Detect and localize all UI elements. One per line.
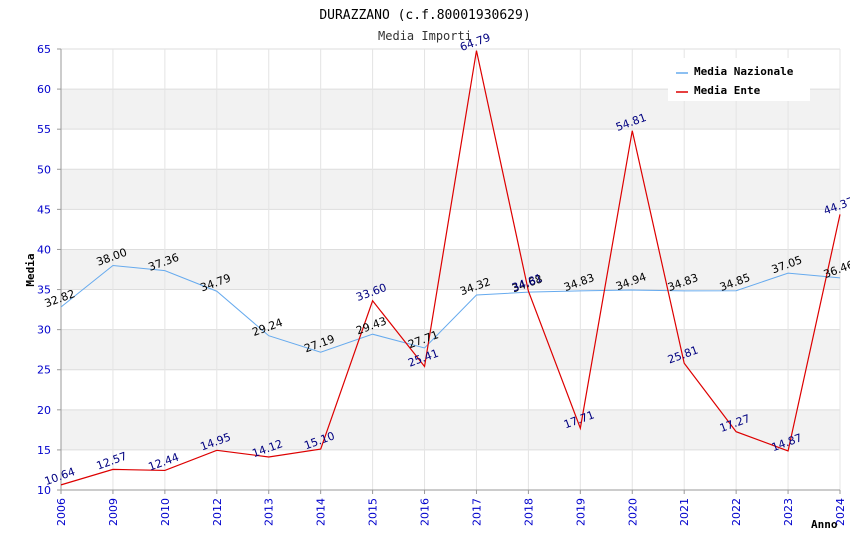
y-tick-label: 35: [37, 284, 51, 297]
x-tick-label: 2015: [367, 498, 380, 526]
y-tick-label: 20: [37, 404, 51, 417]
x-tick-label: 2013: [263, 498, 276, 526]
x-tick-label: 2012: [211, 498, 224, 526]
x-tick-label: 2017: [470, 498, 483, 526]
y-tick-label: 55: [37, 123, 51, 136]
y-tick-label: 65: [37, 43, 51, 56]
y-axis-ticks: 10 15 20 25 30 35 40 45 50 55 60 65: [37, 43, 61, 497]
series-line-media-nazionale: [60, 264, 841, 353]
x-tick-label: 2021: [678, 498, 691, 526]
data-label-media-ente: 10.64: [43, 465, 77, 488]
y-tick-label: 40: [37, 243, 51, 256]
legend-entry-media-ente: Media Ente: [694, 84, 761, 97]
series-lines: [60, 50, 841, 486]
y-tick-label: 60: [37, 83, 51, 96]
y-tick-label: 10: [37, 484, 51, 497]
y-axis-label: Media: [24, 253, 37, 286]
x-tick-label: 2024: [834, 498, 847, 526]
legend-box: [668, 58, 810, 101]
y-tick-label: 45: [37, 203, 51, 216]
axes: [60, 49, 840, 491]
x-tick-label: 2020: [626, 498, 639, 526]
legend: Media Nazionale Media Ente: [668, 58, 810, 101]
series-line-media-ente: [60, 50, 841, 486]
y-tick-label: 50: [37, 163, 51, 176]
x-tick-label: 2022: [730, 498, 743, 526]
x-axis-ticks: 2006 2009 2010 2012 2013 2014 2015 2016 2017 2018…: [55, 490, 847, 526]
x-tick-label: 2018: [522, 498, 535, 526]
y-tick-label: 25: [37, 364, 51, 377]
grid-band: [61, 249, 840, 290]
x-tick-label: 2023: [782, 498, 795, 526]
x-axis-label: Anno: [811, 518, 838, 531]
grid-band: [61, 329, 840, 370]
y-tick-label: 30: [37, 324, 51, 337]
x-tick-label: 2009: [107, 498, 120, 526]
chart-subtitle: Media Importi: [378, 29, 472, 43]
x-tick-label: 2016: [419, 498, 432, 526]
grid-band: [61, 409, 840, 450]
y-tick-label: 15: [37, 444, 51, 457]
chart-title: DURAZZANO (c.f.80001930629): [319, 8, 530, 23]
x-tick-label: 2006: [55, 498, 68, 526]
grid-band: [61, 169, 840, 210]
legend-entry-media-nazionale: Media Nazionale: [694, 65, 794, 78]
x-tick-label: 2014: [315, 498, 328, 526]
grid-bands: [61, 89, 840, 450]
x-tick-label: 2019: [574, 498, 587, 526]
x-tick-label: 2010: [159, 498, 172, 526]
